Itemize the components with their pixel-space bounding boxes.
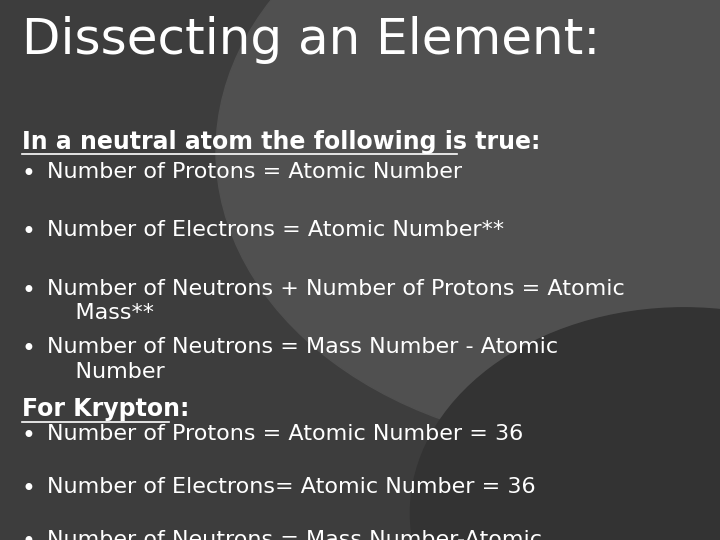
Text: •: • <box>22 279 35 302</box>
Text: •: • <box>22 220 35 244</box>
Circle shape <box>216 0 720 448</box>
Text: •: • <box>22 477 35 501</box>
Text: •: • <box>22 424 35 448</box>
Text: •: • <box>22 337 35 361</box>
Text: Number of Protons = Atomic Number: Number of Protons = Atomic Number <box>47 162 462 182</box>
Text: Number of Electrons= Atomic Number = 36: Number of Electrons= Atomic Number = 36 <box>47 477 536 497</box>
Text: Number of Neutrons = Mass Number-Atomic
    Number: 84 - 36 = 48: Number of Neutrons = Mass Number-Atomic … <box>47 530 541 540</box>
Text: •: • <box>22 530 35 540</box>
Text: •: • <box>22 162 35 186</box>
Text: In a neutral atom the following is true:: In a neutral atom the following is true: <box>22 130 540 153</box>
Circle shape <box>410 308 720 540</box>
Text: Number of Electrons = Atomic Number**: Number of Electrons = Atomic Number** <box>47 220 504 240</box>
Text: Number of Protons = Atomic Number = 36: Number of Protons = Atomic Number = 36 <box>47 424 523 444</box>
Text: Dissecting an Element:: Dissecting an Element: <box>22 16 600 64</box>
Text: Number of Neutrons + Number of Protons = Atomic
    Mass**: Number of Neutrons + Number of Protons =… <box>47 279 624 323</box>
Text: Number of Neutrons = Mass Number - Atomic
    Number: Number of Neutrons = Mass Number - Atomi… <box>47 337 558 382</box>
Text: For Krypton:: For Krypton: <box>22 397 189 421</box>
